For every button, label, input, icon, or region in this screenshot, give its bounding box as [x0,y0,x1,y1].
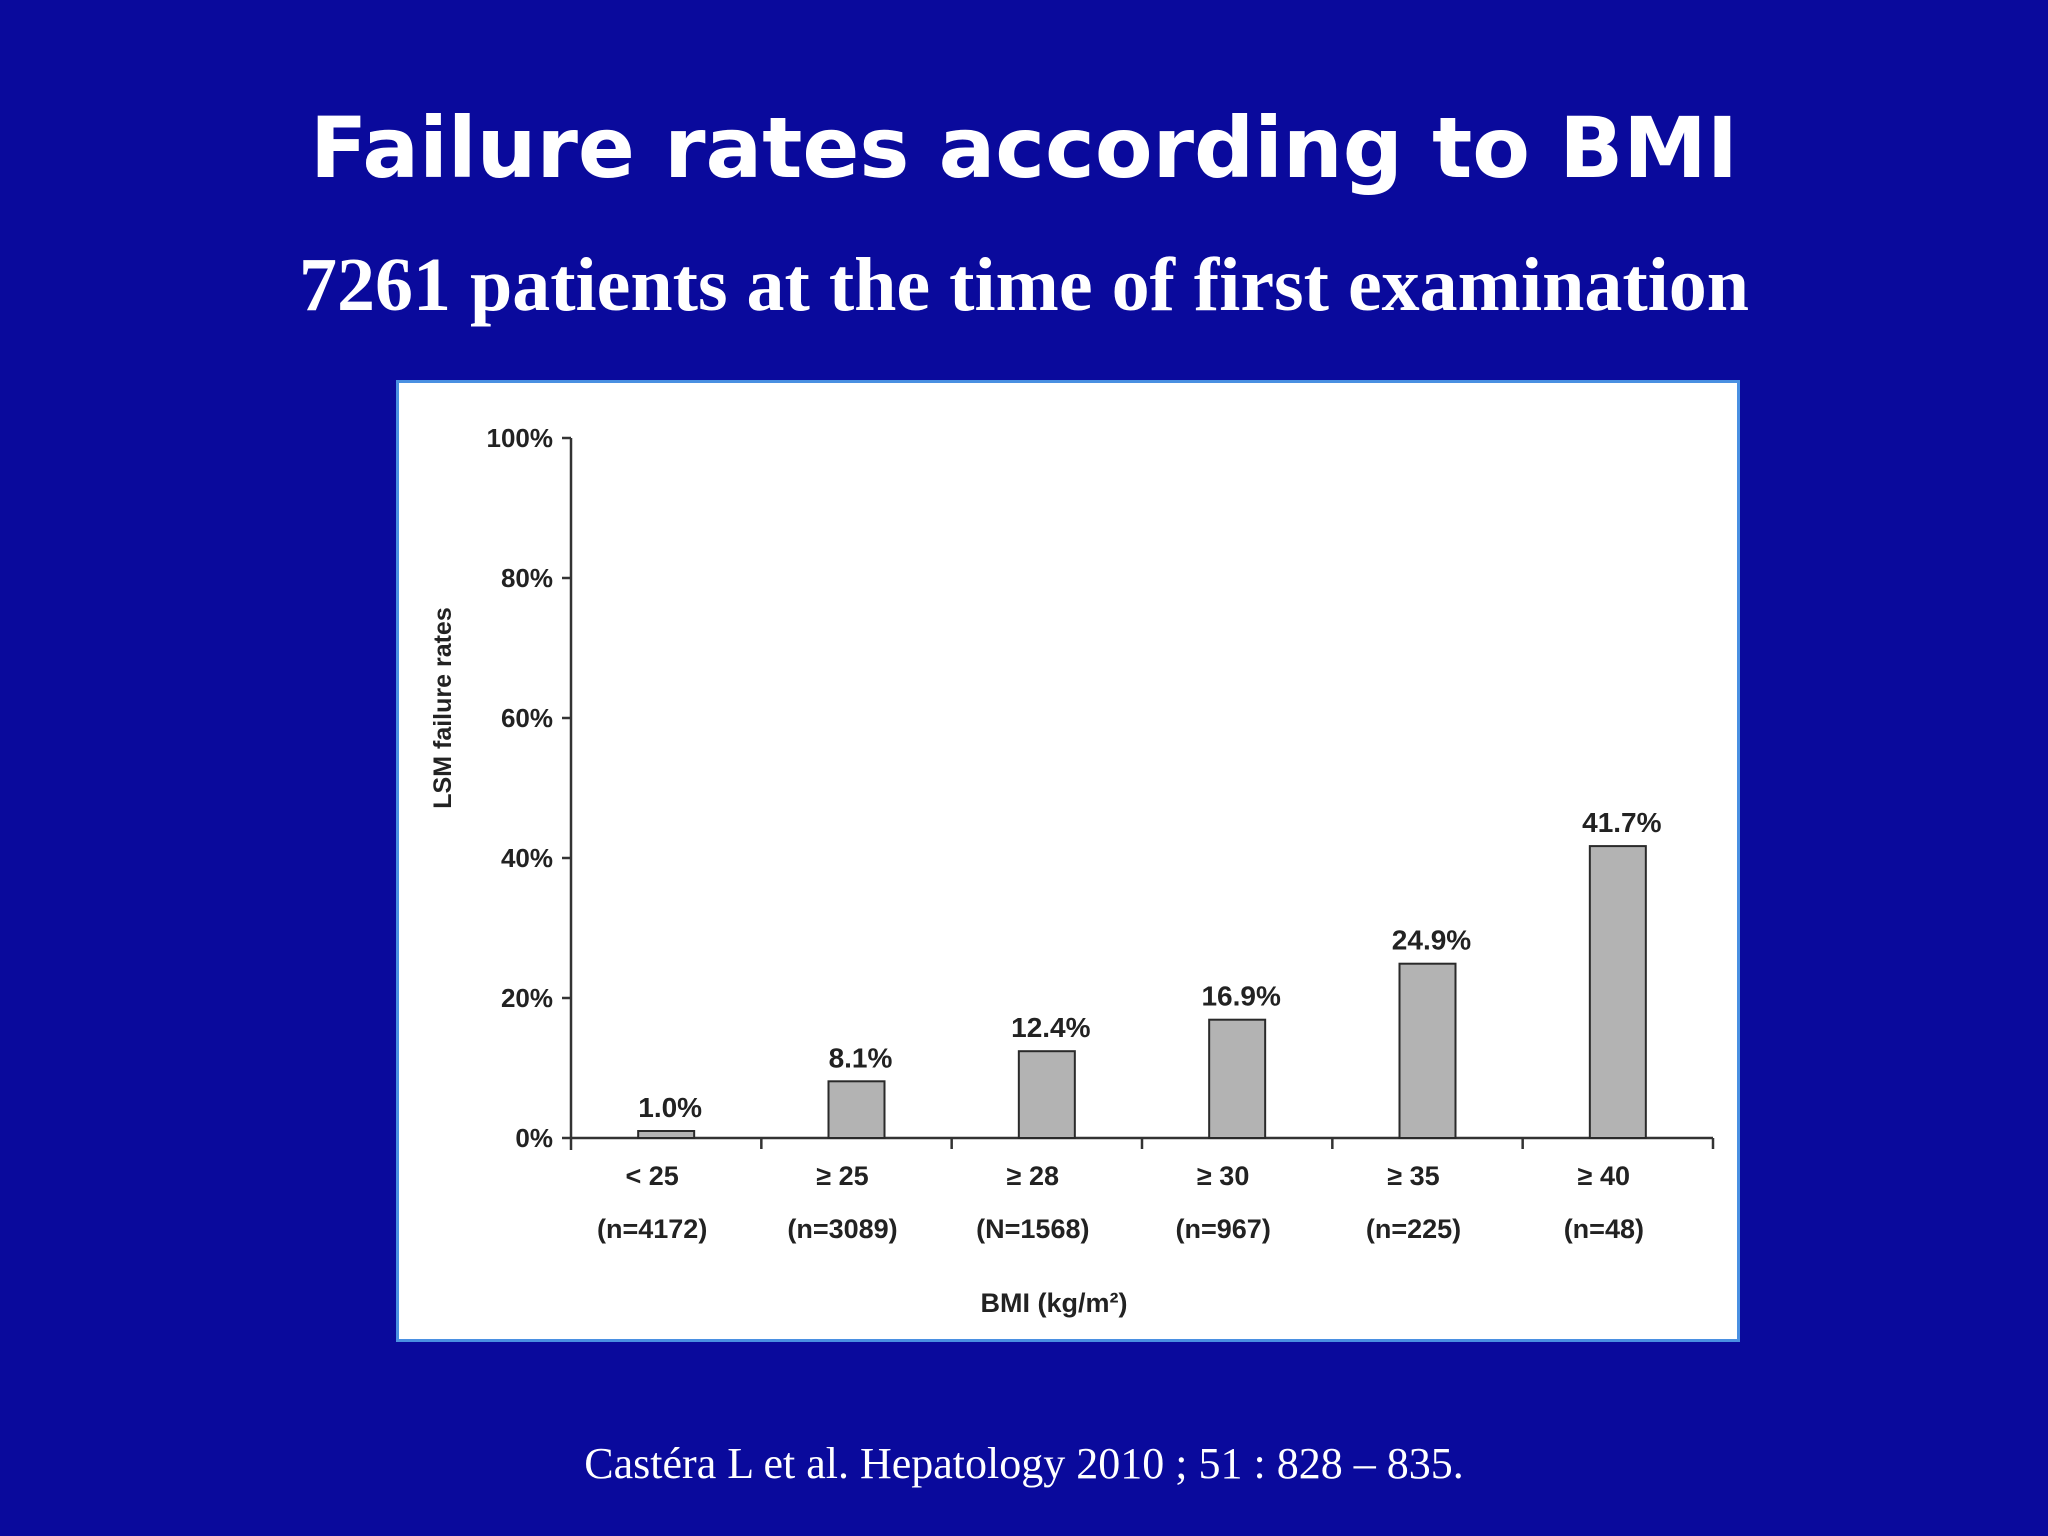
slide-title: Failure rates according to BMI [309,99,1739,197]
bar [827,1080,886,1139]
x-axis: < 25 (n=4172) ≥ 25 (n=3089) ≥ 28 (N=1568) ≥ 30… [571,1136,1715,1244]
bar-value-label: 24.9% [1392,925,1471,956]
y-tick-label: 40% [501,843,553,873]
bar-value-label: 16.9% [1201,981,1280,1012]
x-category-label: ≥ 35 [1387,1161,1439,1191]
y-axis: 0% 20% 40% 60% 80% 100% [487,423,573,1153]
y-tick-label: 0% [515,1123,553,1153]
bar [1017,1050,1076,1140]
slide-subtitle: 7261 patients at the time of first exami… [298,243,1750,327]
bar-value-label: 12.4% [1011,1012,1090,1043]
x-category-label: ≥ 30 [1197,1161,1249,1191]
x-category-label: ≥ 25 [816,1161,868,1191]
y-tick-label: 100% [487,423,554,453]
x-category-label: ≥ 28 [1007,1161,1059,1191]
bar [1208,1018,1267,1140]
x-category-count: (n=225) [1366,1214,1461,1244]
y-tick-label: 60% [501,703,553,733]
bar [1398,962,1457,1140]
x-category-count: (n=967) [1176,1214,1271,1244]
y-tick-label: 20% [501,983,553,1013]
x-category-count: (n=3089) [787,1214,897,1244]
x-category-count: (N=1568) [976,1214,1089,1244]
bar-value-label: 8.1% [829,1042,893,1073]
bar-chart: 0% 20% 40% 60% 80% 100% < 25 (n=4172) ≥ 25 (n=30… [429,423,1715,1318]
citation: Castéra L et al. Hepatology 2010 ; 51 : … [584,1439,1464,1488]
bar [1588,845,1647,1139]
bar-value-label: 41.7% [1582,807,1661,838]
bar-value-label: 1.0% [638,1092,702,1123]
bars: 1.0% 8.1% 12.4% 16.9% 24.9% 41.7% [637,807,1662,1140]
y-tick-label: 80% [501,563,553,593]
x-category-label: ≥ 40 [1578,1161,1630,1191]
y-axis-title: LSM failure rates [429,607,457,808]
bar [637,1130,696,1139]
x-category-count: (n=4172) [597,1214,707,1244]
x-category-label: < 25 [626,1161,679,1191]
chart-frame: 0% 20% 40% 60% 80% 100% < 25 (n=4172) ≥ 25 (n=30… [396,380,1740,1342]
x-axis-title: BMI (kg/m²) [981,1288,1128,1318]
x-category-count: (n=48) [1564,1214,1644,1244]
